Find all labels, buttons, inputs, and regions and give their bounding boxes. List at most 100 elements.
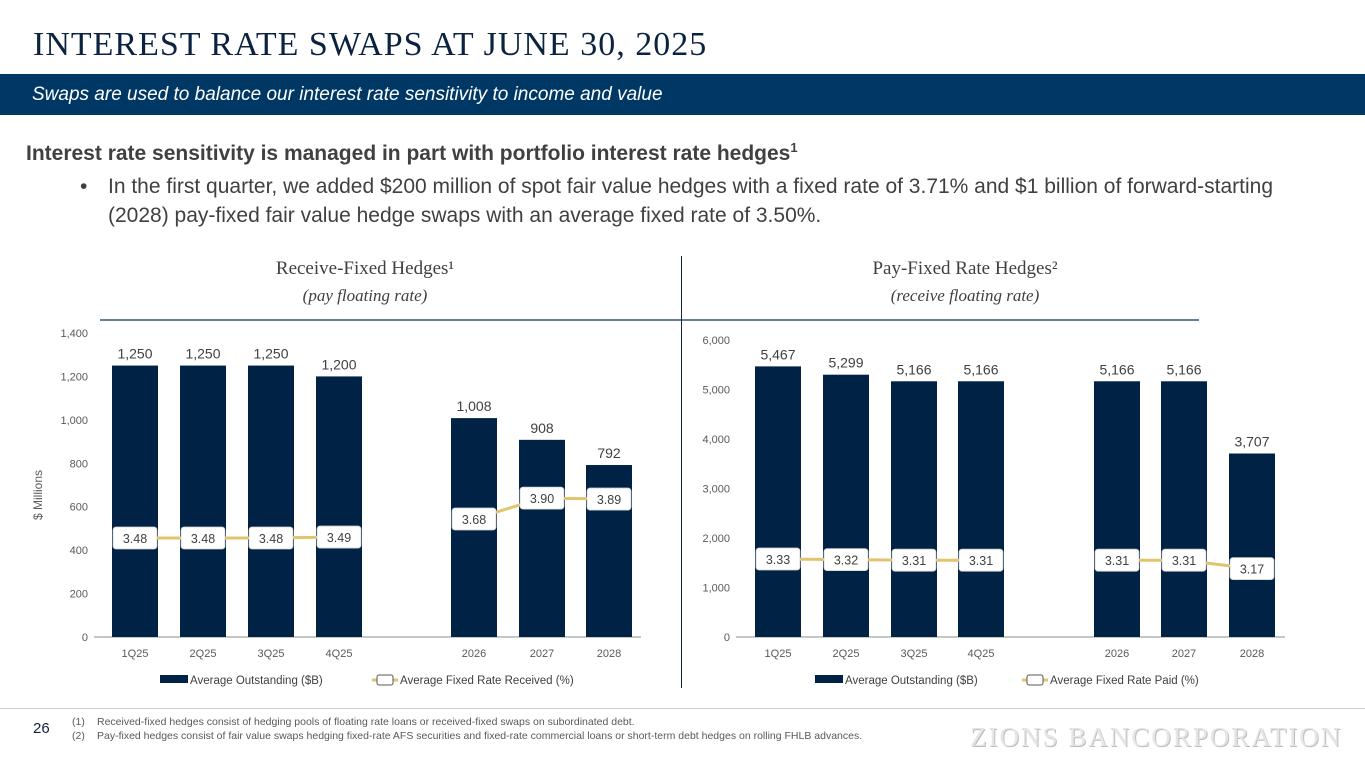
x-tick-label: 2028 — [1240, 648, 1264, 660]
rate-label-box — [180, 526, 226, 550]
bar-value-label: 5,299 — [828, 355, 863, 371]
receive-fixed-hedges-chart: 0 200 400 600 800 1,000 1,200 1,400 $ Millions 1,… — [31, 328, 641, 687]
x-tick-label: 2026 — [462, 648, 486, 660]
legend-label-bars: Average Outstanding ($B) — [845, 675, 978, 687]
rate-value-label: 3.31 — [1105, 554, 1129, 568]
y-tick-label: 200 — [70, 589, 88, 601]
x-tick-label: 2026 — [1105, 648, 1129, 660]
bar — [316, 376, 362, 637]
bar — [958, 381, 1004, 637]
bar — [1094, 381, 1140, 637]
bar — [112, 365, 158, 637]
right-chart-title: Pay-Fixed Rate Hedges² — [872, 258, 1058, 279]
bar — [891, 381, 937, 637]
y-tick-label: 400 — [70, 545, 88, 557]
left-chart-title: Receive-Fixed Hedges¹ — [275, 258, 455, 279]
bar-value-label: 5,467 — [760, 346, 795, 362]
x-tick-label: 2Q25 — [190, 648, 217, 660]
rate-label-box — [891, 548, 937, 572]
x-tick-label: 4Q25 — [968, 648, 995, 660]
y-tick-label: 1,200 — [60, 371, 88, 383]
x-tick-label: 2Q25 — [833, 648, 860, 660]
legend-swatch-bars — [160, 675, 188, 683]
rate-value-label: 3.48 — [191, 532, 215, 546]
rate-value-label: 3.33 — [766, 553, 790, 567]
bar — [248, 365, 294, 637]
footnote-1-text: Received-fixed hedges consist of hedging… — [97, 716, 635, 728]
y-tick-label: 3,000 — [702, 484, 730, 496]
rate-value-label: 3.17 — [1240, 563, 1264, 577]
bar-value-label: 1,250 — [185, 346, 220, 362]
footnote-2-text: Pay-fixed hedges consist of fair value s… — [97, 730, 863, 742]
bar-value-label: 1,250 — [253, 346, 288, 362]
y-tick-label: 1,000 — [702, 583, 730, 595]
bar-value-label: 5,166 — [1099, 361, 1134, 377]
bullet-point: • In the first quarter, we added $200 mi… — [80, 172, 1300, 230]
rate-value-label: 3.48 — [123, 532, 147, 546]
bar — [1161, 381, 1207, 637]
heading-text: Interest rate sensitivity is managed in … — [26, 142, 791, 165]
rate-value-label: 3.32 — [834, 554, 858, 568]
rate-label-box — [755, 547, 801, 571]
rate-value-label: 3.31 — [1172, 554, 1196, 568]
bar-value-label: 1,008 — [456, 398, 491, 414]
footnote-1-num: (1) — [72, 716, 85, 728]
y-tick-label: 2,000 — [702, 533, 730, 545]
pay-fixed-hedges-chart: 0 1,000 2,000 3,000 4,000 5,000 6,000 5,467 1Q25… — [702, 335, 1285, 687]
bar-value-label: 792 — [597, 445, 621, 461]
y-tick-label: 0 — [82, 632, 88, 644]
rate-value-label: 3.49 — [327, 531, 351, 545]
x-tick-label: 3Q25 — [258, 648, 285, 660]
bar-value-label: 3,707 — [1234, 434, 1269, 450]
chart-vertical-divider — [681, 256, 682, 688]
rate-label-box — [519, 486, 565, 510]
rate-value-label: 3.89 — [597, 493, 621, 507]
bar — [755, 366, 801, 637]
y-tick-label: 600 — [70, 502, 88, 514]
bullet-text: In the first quarter, we added $200 mill… — [108, 175, 1274, 227]
x-tick-label: 1Q25 — [765, 648, 792, 660]
section-heading: Interest rate sensitivity is managed in … — [26, 140, 798, 166]
y-axis-label: $ Millions — [31, 470, 45, 520]
footer-divider — [0, 708, 1365, 709]
footnote-2-num: (2) — [72, 730, 85, 742]
page-title: INTEREST RATE SWAPS AT JUNE 30, 2025 — [33, 26, 708, 63]
rate-label-box — [451, 507, 497, 531]
bar-value-label: 5,166 — [896, 361, 931, 377]
x-tick-label: 3Q25 — [901, 648, 928, 660]
company-logo: ZIONS BANCORPORATION — [970, 722, 1343, 752]
rate-label-box — [958, 548, 1004, 572]
rate-label-box — [248, 526, 294, 550]
bar — [823, 374, 869, 637]
chart-header-divider — [100, 319, 1199, 321]
legend-swatch-marker — [1026, 674, 1044, 686]
rate-label-box — [316, 525, 362, 549]
footnote-1: (1) Received-fixed hedges consist of hedg… — [72, 716, 635, 728]
rate-value-label: 3.68 — [462, 513, 486, 527]
x-tick-label: 2027 — [530, 648, 554, 660]
rate-value-label: 3.31 — [902, 554, 926, 568]
right-chart-subtitle: (receive floating rate) — [890, 286, 1040, 305]
bar — [519, 439, 565, 637]
y-tick-label: 800 — [70, 458, 88, 470]
left-chart-subtitle: (pay floating rate) — [302, 286, 428, 305]
legend-label-line: Average Fixed Rate Paid (%) — [1050, 675, 1199, 687]
rate-label-box — [1229, 557, 1275, 581]
x-tick-label: 2027 — [1172, 648, 1196, 660]
rate-value-label: 3.48 — [259, 532, 283, 546]
rate-value-label: 3.90 — [530, 492, 554, 506]
page-number: 26 — [33, 720, 50, 737]
rate-label-box — [1094, 548, 1140, 572]
legend-label-line: Average Fixed Rate Received (%) — [400, 675, 574, 687]
rate-label-box — [586, 487, 632, 511]
bar-value-label: 1,200 — [321, 356, 356, 372]
bar — [180, 365, 226, 637]
y-tick-label: 5,000 — [702, 385, 730, 397]
bar-value-label: 1,250 — [117, 346, 152, 362]
bullet-dot: • — [80, 175, 88, 198]
legend-swatch-marker — [376, 674, 394, 686]
x-tick-label: 1Q25 — [122, 648, 149, 660]
rate-value-label: 3.31 — [969, 554, 993, 568]
legend-swatch-bars — [815, 675, 843, 683]
bar-value-label: 5,166 — [963, 361, 998, 377]
